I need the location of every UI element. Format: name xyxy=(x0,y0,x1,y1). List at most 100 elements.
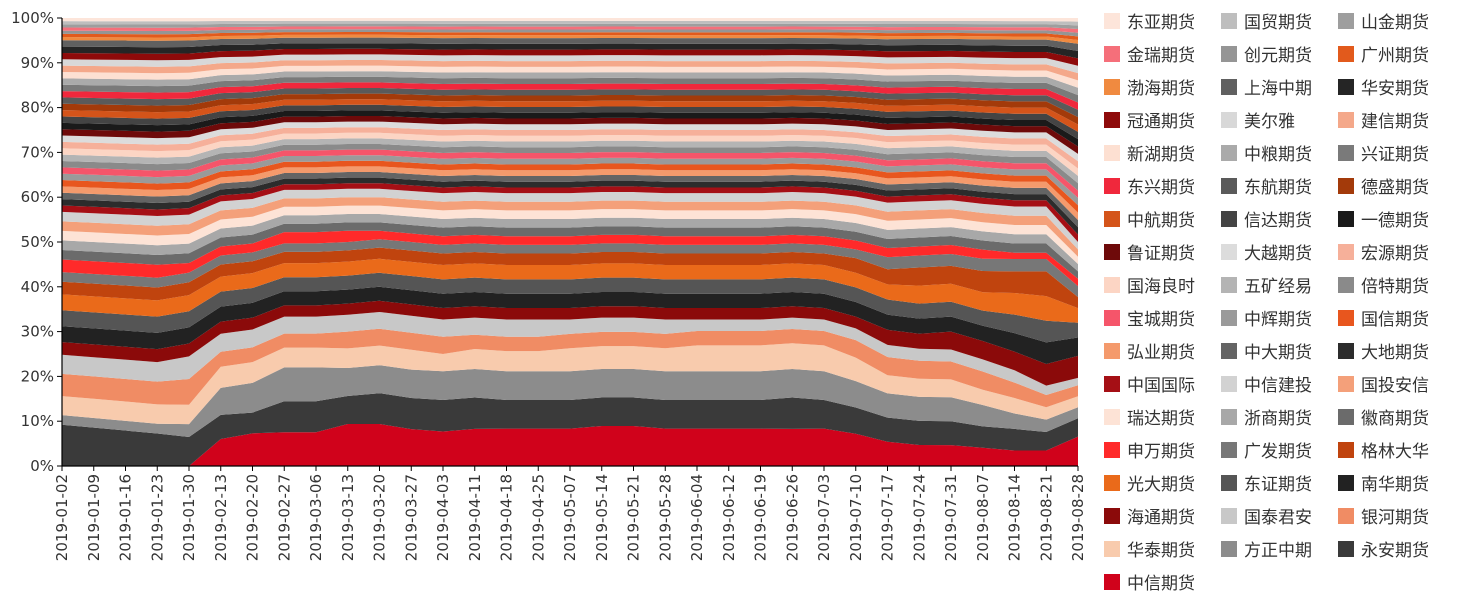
x-tick-label: 2019-03-20 xyxy=(371,474,389,561)
x-tick-label: 2019-07-10 xyxy=(847,474,865,561)
legend-label: 中大期货 xyxy=(1244,343,1312,363)
legend-swatch xyxy=(1338,145,1354,161)
area-series-51 xyxy=(62,20,1078,26)
legend-swatch xyxy=(1104,574,1120,590)
x-tick-label: 2019-03-27 xyxy=(402,474,420,561)
legend-label: 国信期货 xyxy=(1361,310,1429,330)
x-tick-label: 2019-05-28 xyxy=(656,474,674,561)
legend-swatch xyxy=(1221,541,1237,557)
area-series-46 xyxy=(62,34,1078,44)
area-series-6 xyxy=(62,312,1078,395)
legend-swatch xyxy=(1104,13,1120,29)
legend-swatch xyxy=(1104,442,1120,458)
legend-swatch xyxy=(1104,508,1120,524)
legend-swatch xyxy=(1104,145,1120,161)
x-tick-label: 2019-01-02 xyxy=(53,474,71,561)
x-tick-label: 2019-07-24 xyxy=(910,474,928,561)
legend-label: 国投安信 xyxy=(1361,376,1429,396)
area-series-11 xyxy=(62,247,1078,309)
legend-label: 华泰期货 xyxy=(1127,541,1195,561)
y-tick-label: 100% xyxy=(11,9,54,27)
legend-label: 中粮期货 xyxy=(1244,145,1312,165)
legend-swatch xyxy=(1104,277,1120,293)
legend-swatch xyxy=(1221,277,1237,293)
legend-label: 徽商期货 xyxy=(1361,409,1429,429)
area-series-15 xyxy=(62,214,1078,272)
x-tick-label: 2019-05-14 xyxy=(593,474,611,561)
legend-label: 宝城期货 xyxy=(1127,310,1195,330)
legend-label: 东亚期货 xyxy=(1127,13,1195,33)
area-series-29 xyxy=(62,127,1078,169)
legend-swatch xyxy=(1104,409,1120,425)
legend-swatch xyxy=(1221,475,1237,491)
x-tick-label: 2019-03-06 xyxy=(307,474,325,561)
area-series-17 xyxy=(62,197,1078,257)
legend-swatch xyxy=(1104,310,1120,326)
legend-swatch xyxy=(1338,376,1354,392)
legend-label: 德盛期货 xyxy=(1361,178,1429,198)
legend-label: 美尔雅 xyxy=(1244,112,1295,132)
legend-label: 方正中期 xyxy=(1244,541,1312,561)
legend-swatch xyxy=(1221,145,1237,161)
area-series-13 xyxy=(62,230,1078,287)
legend-label: 申万期货 xyxy=(1127,442,1195,462)
legend-label: 国海良时 xyxy=(1127,277,1195,297)
legend-label: 东证期货 xyxy=(1244,475,1312,495)
legend-swatch xyxy=(1338,79,1354,95)
area-series-37 xyxy=(62,82,1078,110)
legend-label: 永安期货 xyxy=(1361,541,1429,561)
x-tick-label: 2019-06-04 xyxy=(688,474,706,561)
legend-label: 海通期货 xyxy=(1127,508,1195,528)
legend-swatch xyxy=(1221,13,1237,29)
x-tick-label: 2019-06-12 xyxy=(720,474,738,561)
y-tick-label: 30% xyxy=(21,323,54,341)
legend-label: 银河期货 xyxy=(1361,508,1429,528)
y-tick-label: 0% xyxy=(30,457,54,475)
x-tick-label: 2019-04-11 xyxy=(466,474,484,561)
legend-label: 大越期货 xyxy=(1244,244,1312,264)
legend-label: 山金期货 xyxy=(1361,13,1429,33)
legend-label: 创元期货 xyxy=(1244,46,1312,66)
legend-label: 国泰君安 xyxy=(1244,508,1312,528)
legend-label: 华安期货 xyxy=(1361,79,1429,99)
area-series-30 xyxy=(62,121,1078,162)
legend-swatch xyxy=(1338,277,1354,293)
legend-swatch xyxy=(1338,112,1354,128)
legend-swatch xyxy=(1338,244,1354,260)
legend-label: 宏源期货 xyxy=(1361,244,1429,264)
legend-label: 信达期货 xyxy=(1244,211,1312,231)
legend-label: 广州期货 xyxy=(1361,46,1429,66)
y-axis-ticks: 0% 10% 20% 30% 40% 50% 60% 70% 80% 90% 100% xyxy=(11,9,62,475)
legend-swatch xyxy=(1221,442,1237,458)
area-series-41 xyxy=(62,60,1078,81)
area-series-36 xyxy=(62,88,1078,118)
area-series-7 xyxy=(62,300,1078,386)
area-series-1 xyxy=(62,424,1078,466)
legend-label: 国贸期货 xyxy=(1244,13,1312,33)
y-tick-label: 80% xyxy=(21,99,54,117)
legend-label: 兴证期货 xyxy=(1361,145,1429,165)
legend-label: 中信建投 xyxy=(1244,376,1312,396)
legend-swatch xyxy=(1104,79,1120,95)
legend-label: 光大期货 xyxy=(1127,475,1195,495)
legend-swatch xyxy=(1104,178,1120,194)
legend-swatch xyxy=(1338,46,1354,62)
legend-swatch xyxy=(1104,211,1120,227)
area-series-34 xyxy=(62,99,1078,132)
area-series-40 xyxy=(62,65,1078,88)
legend-label: 建信期货 xyxy=(1361,112,1429,132)
area-series-44 xyxy=(62,43,1078,59)
legend-label: 格林大华 xyxy=(1361,442,1429,462)
legend-label: 上海中期 xyxy=(1244,79,1312,99)
area-series-52 xyxy=(62,18,1078,22)
legend-label: 大地期货 xyxy=(1361,343,1429,363)
legend-label: 中航期货 xyxy=(1127,211,1195,231)
legend-swatch xyxy=(1338,13,1354,29)
area-series-49 xyxy=(62,26,1078,33)
area-series-3 xyxy=(62,365,1078,437)
x-tick-label: 2019-04-03 xyxy=(434,474,452,561)
legend-label: 金瑞期货 xyxy=(1127,46,1195,66)
x-tick-label: 2019-07-31 xyxy=(942,474,960,561)
